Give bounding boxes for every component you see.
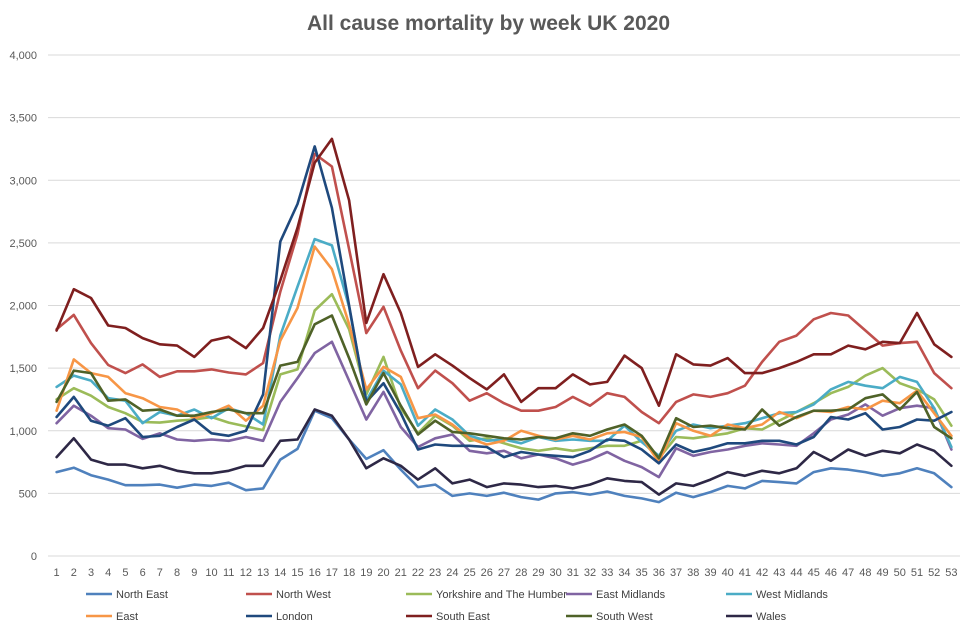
x-tick-label: 49: [876, 567, 888, 579]
y-tick-label: 1,500: [9, 363, 37, 375]
x-tick-label: 32: [584, 567, 596, 579]
legend-entry: South East: [406, 611, 490, 623]
x-tick-label: 11: [223, 567, 234, 579]
x-tick-label: 18: [343, 567, 355, 579]
x-tick-label: 43: [773, 567, 785, 579]
x-tick-label: 34: [618, 567, 630, 579]
x-tick-label: 29: [532, 567, 544, 579]
x-tick-label: 27: [498, 567, 510, 579]
x-tick-label: 37: [670, 567, 682, 579]
x-tick-label: 24: [446, 567, 458, 579]
legend-entry: London: [246, 611, 313, 623]
legend-label: Yorkshire and The Humber: [436, 589, 567, 601]
x-tick-label: 46: [825, 567, 837, 579]
x-tick-label: 6: [140, 567, 146, 579]
legend-entry: North East: [86, 589, 168, 601]
x-tick-label: 30: [549, 567, 561, 579]
x-tick-label: 38: [687, 567, 699, 579]
series-lines: [55, 137, 953, 504]
x-tick-label: 1: [54, 567, 60, 579]
x-tick-label: 26: [481, 567, 493, 579]
x-tick-label: 48: [859, 567, 871, 579]
y-tick-label: 1,000: [9, 426, 37, 438]
legend-label: South East: [436, 611, 490, 623]
series-line-south-west: [55, 314, 953, 460]
legend-label: East: [116, 611, 138, 623]
x-tick-label: 33: [601, 567, 613, 579]
x-tick-label: 53: [945, 567, 957, 579]
legend-entry: East Midlands: [566, 589, 666, 601]
y-tick-label: 500: [19, 488, 37, 500]
x-axis-ticks: 1 2 3 4 5 6 7 8 9 10 11 12 13 14 15 16 17 18 19 20 21 22 23 24 2…: [54, 567, 958, 579]
x-tick-label: 23: [429, 567, 441, 579]
legend-label: London: [276, 611, 313, 623]
series-line-west-midlands: [55, 237, 953, 458]
legend-label: North East: [116, 589, 168, 601]
x-tick-label: 20: [377, 567, 389, 579]
y-tick-label: 3,000: [9, 175, 37, 187]
x-tick-label: 44: [790, 567, 802, 579]
x-tick-label: 35: [636, 567, 648, 579]
x-tick-label: 9: [191, 567, 197, 579]
x-tick-label: 19: [360, 567, 372, 579]
x-tick-label: 13: [257, 567, 269, 579]
legend-label: East Midlands: [596, 589, 666, 601]
x-tick-label: 16: [309, 567, 321, 579]
x-tick-label: 8: [174, 567, 180, 579]
x-tick-label: 52: [928, 567, 940, 579]
x-tick-label: 40: [722, 567, 734, 579]
x-tick-label: 31: [567, 567, 579, 579]
y-tick-label: 0: [31, 551, 37, 563]
x-tick-label: 21: [395, 567, 407, 579]
x-tick-label: 50: [894, 567, 906, 579]
x-tick-label: 36: [653, 567, 665, 579]
y-axis-ticks: 0 500 1,000 1,500 2,000 2,500 3,000 3,500 4,000: [9, 50, 37, 563]
legend-entry: East: [86, 611, 138, 623]
x-tick-label: 42: [756, 567, 768, 579]
legend-entry: Yorkshire and The Humber: [406, 589, 567, 601]
x-tick-label: 5: [122, 567, 128, 579]
series-line-south-east: [55, 137, 953, 408]
x-tick-label: 39: [704, 567, 716, 579]
y-tick-label: 2,000: [9, 301, 37, 313]
x-tick-label: 45: [808, 567, 820, 579]
x-tick-label: 7: [157, 567, 163, 579]
series-line-london: [55, 145, 953, 465]
series-line-north-east: [55, 409, 953, 504]
x-tick-label: 12: [240, 567, 252, 579]
x-tick-label: 2: [71, 567, 77, 579]
x-tick-label: 3: [88, 567, 94, 579]
x-tick-label: 4: [105, 567, 111, 579]
x-tick-label: 22: [412, 567, 424, 579]
legend-label: West Midlands: [756, 589, 828, 601]
series-line-north-west: [55, 152, 953, 425]
gridlines: [48, 54, 960, 557]
legend-entry: South West: [566, 611, 653, 623]
legend: North East North West Yorkshire and The Hu…: [86, 589, 828, 623]
x-tick-label: 51: [911, 567, 923, 579]
legend-entry: Wales: [726, 611, 787, 623]
legend-label: Wales: [756, 611, 787, 623]
y-tick-label: 2,500: [9, 238, 37, 250]
legend-label: South West: [596, 611, 653, 623]
x-tick-label: 41: [739, 567, 751, 579]
x-tick-label: 14: [274, 567, 286, 579]
x-tick-label: 47: [842, 567, 854, 579]
series-line-wales: [55, 408, 953, 496]
x-tick-label: 28: [515, 567, 527, 579]
x-tick-label: 25: [463, 567, 475, 579]
y-tick-label: 3,500: [9, 113, 37, 125]
x-tick-label: 15: [291, 567, 303, 579]
x-tick-label: 17: [326, 567, 338, 579]
legend-entry: West Midlands: [726, 589, 828, 601]
legend-label: North West: [276, 589, 331, 601]
legend-entry: North West: [246, 589, 331, 601]
x-tick-label: 10: [205, 567, 217, 579]
chart-title: All cause mortality by week UK 2020: [307, 12, 670, 35]
y-tick-label: 4,000: [9, 50, 37, 62]
